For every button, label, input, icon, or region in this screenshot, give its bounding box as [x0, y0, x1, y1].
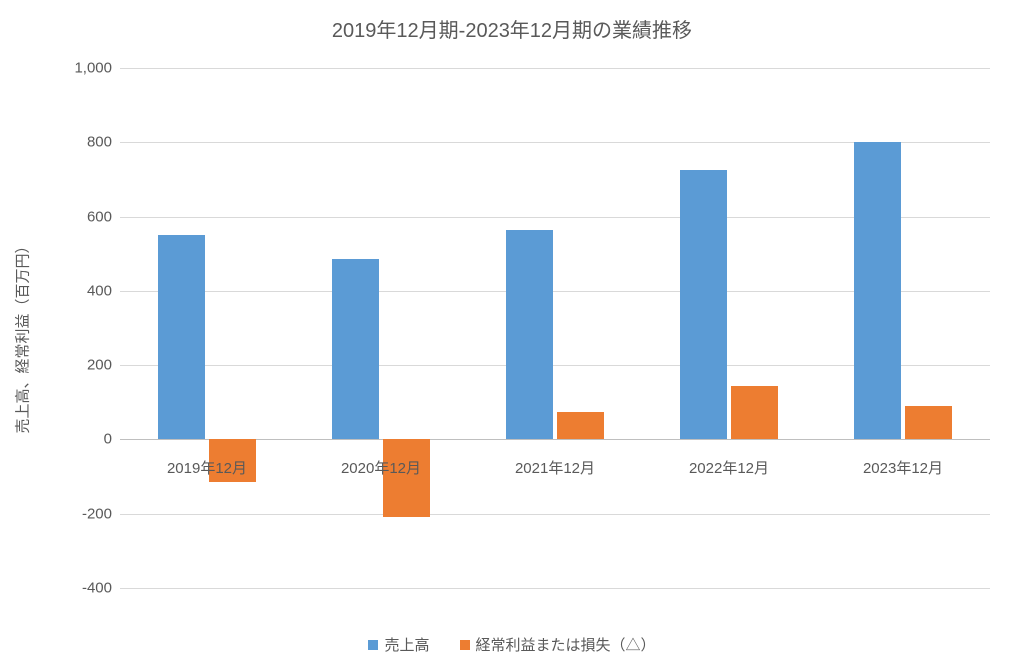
- x-axis-labels: 2019年12月2020年12月2021年12月2022年12月2023年12月: [120, 457, 990, 478]
- y-tick-label: 800: [52, 134, 112, 151]
- bar: [905, 406, 952, 439]
- plot-area: [120, 68, 990, 588]
- chart-title: 2019年12月期-2023年12月期の業績推移: [0, 14, 1024, 43]
- y-tick-label: 600: [52, 208, 112, 225]
- legend-item-sales: 売上高: [368, 634, 429, 655]
- bar: [332, 259, 379, 439]
- legend-label-sales: 売上高: [384, 634, 429, 655]
- grid-line: [120, 68, 990, 69]
- x-axis-label: 2022年12月: [642, 457, 816, 478]
- x-axis-label: 2020年12月: [294, 457, 468, 478]
- legend-item-profit: 経常利益または損失（△）: [460, 634, 656, 655]
- x-axis-label: 2023年12月: [816, 457, 990, 478]
- y-tick-label: 400: [52, 282, 112, 299]
- y-tick-label: 200: [52, 357, 112, 374]
- y-tick-label: 0: [52, 431, 112, 448]
- bar: [158, 235, 205, 439]
- bar: [557, 412, 604, 440]
- grid-line: [120, 588, 990, 589]
- grid-line: [120, 514, 990, 515]
- bar: [854, 142, 901, 439]
- legend: 売上高 経常利益または損失（△）: [0, 634, 1024, 655]
- legend-swatch-profit: [460, 640, 470, 650]
- y-tick-label: -400: [52, 580, 112, 597]
- chart-container: 2019年12月期-2023年12月期の業績推移 売上高、経常利益（百万円） -…: [0, 0, 1024, 671]
- bar: [383, 439, 430, 517]
- legend-swatch-sales: [368, 640, 378, 650]
- x-axis-label: 2019年12月: [120, 457, 294, 478]
- bar: [680, 170, 727, 439]
- y-axis-title: 売上高、経常利益（百万円）: [12, 238, 33, 433]
- bar: [731, 386, 778, 440]
- legend-label-profit: 経常利益または損失（△）: [476, 634, 656, 655]
- x-axis-label: 2021年12月: [468, 457, 642, 478]
- bar: [506, 230, 553, 440]
- y-tick-label: -200: [52, 505, 112, 522]
- y-tick-label: 1,000: [52, 60, 112, 77]
